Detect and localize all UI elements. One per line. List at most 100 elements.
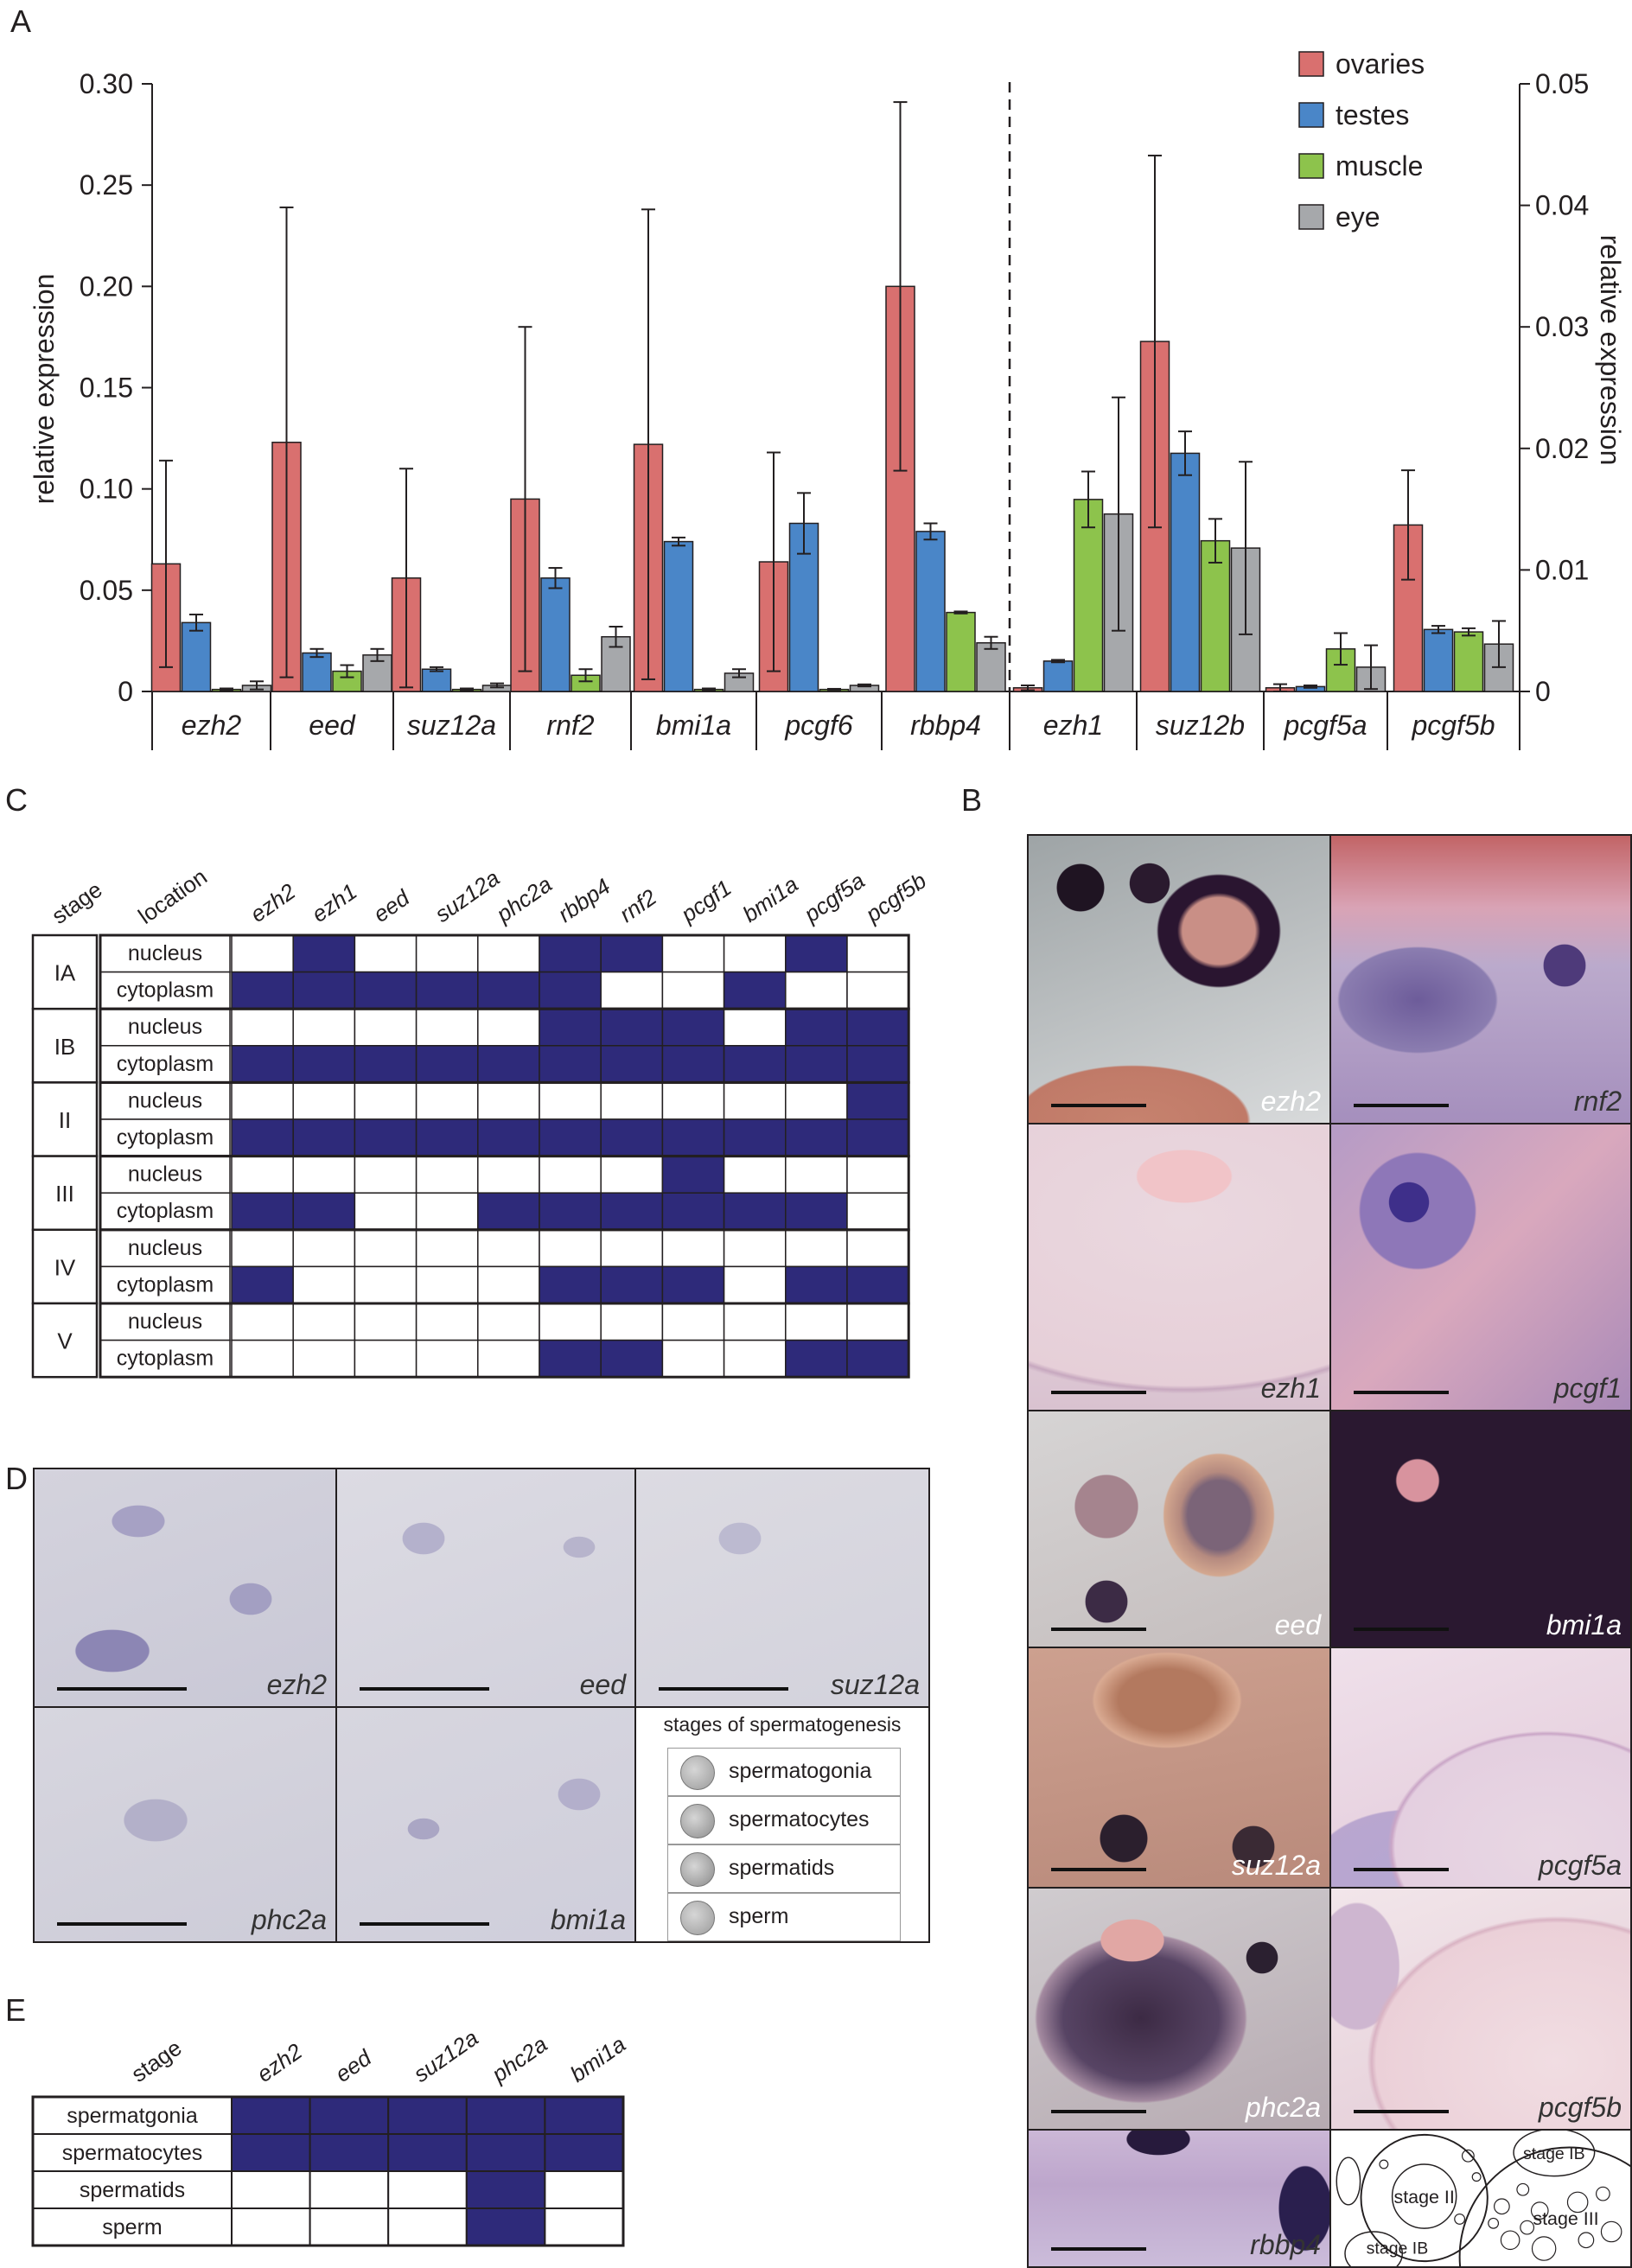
table-e-gene-ezh2: ezh2: [252, 2038, 308, 2087]
table-c-cell: [477, 971, 540, 1010]
table-c-cell: [600, 1339, 664, 1378]
table-e-cell: [231, 2207, 311, 2246]
table-c-cell: [846, 1118, 909, 1157]
y-tick-label-left: 0.05: [80, 575, 133, 606]
diagram-label-stage-ii: stage II: [1394, 2187, 1455, 2207]
table-c-gene-suz12a: suz12a: [430, 864, 504, 927]
table-c-cell: [661, 1303, 725, 1341]
legend-label-eye: eye: [1336, 201, 1380, 233]
table-e-stage-sperm: sperm: [102, 2215, 162, 2239]
table-c-location-cell: [99, 1192, 231, 1231]
y-axis-label-right: relative expression: [1595, 235, 1626, 466]
table-e-gene-eed: eed: [330, 2044, 377, 2087]
panel-d-micrographs: ezh2 eed suz12a phc2a bmi1a stages of sp…: [33, 1468, 930, 1943]
table-c-cell: [477, 1155, 540, 1194]
table-e-gene-phc2a: phc2a: [487, 2031, 552, 2088]
micrograph-d-label-eed: eed: [579, 1669, 626, 1700]
table-c-cell: [600, 1265, 664, 1304]
y-tick-label-right: 0.01: [1535, 554, 1589, 585]
table-c-location-nucleus: nucleus: [128, 1015, 202, 1039]
table-c-cell: [600, 971, 664, 1010]
table-c-location-cell: [99, 1045, 231, 1084]
table-c-cell: [477, 1118, 540, 1157]
table-e-stage-cell: [32, 2133, 233, 2172]
table-c-cell: [723, 1045, 787, 1084]
y-tick-label-left: 0.30: [80, 68, 133, 99]
bar-suz12b-muscle: [1200, 539, 1231, 692]
table-c-cell: [846, 1081, 909, 1120]
table-e-cell: [231, 2170, 311, 2209]
table-c-cell: [539, 1118, 602, 1157]
micrograph-label-pcgf1: pcgf1: [1553, 1373, 1622, 1404]
table-c-stage-group-border: [99, 1302, 910, 1379]
table-c-cell: [785, 1339, 848, 1378]
table-c-cell: [539, 1081, 602, 1120]
table-c-header-location: location: [133, 863, 212, 929]
table-c-cell: [292, 1265, 356, 1304]
table-e-cell: [309, 2133, 390, 2172]
table-c-location-cytoplasm: cytoplasm: [117, 1052, 214, 1076]
legend-row-spermatogonia: spermatogonia: [667, 1748, 901, 1796]
legend-label-testes: testes: [1336, 99, 1409, 131]
table-c-cell: [723, 1081, 787, 1120]
table-c-cell: [661, 934, 725, 973]
x-category-label-pcgf5a: pcgf5a: [1283, 710, 1367, 741]
table-c-stage-cell: [31, 1302, 99, 1379]
table-c-cell: [723, 1265, 787, 1304]
table-c-cell: [292, 1045, 356, 1084]
table-e-cell: [309, 2096, 390, 2135]
legend-title: stages of spermatogenesis: [663, 1713, 902, 1736]
diagram-label-stage-iii: stage III: [1533, 2208, 1598, 2229]
legend-cell-icon: [680, 1852, 715, 1887]
micrograph-rbbp4: rbbp4: [1027, 2129, 1331, 2268]
y-tick-label-left: 0.15: [80, 373, 133, 404]
y-tick-label-right: 0.05: [1535, 68, 1589, 99]
table-e-cell: [465, 2170, 546, 2209]
table-c-header-stage: stage: [47, 876, 106, 929]
expression-table-e: stage ezh2 eed suz12a phc2a bmi1a spermatgonia…: [31, 2024, 630, 2247]
table-c-cell: [354, 1192, 418, 1231]
table-c-cell: [354, 1339, 418, 1378]
table-c-cell: [785, 1045, 848, 1084]
bar-rbbp4-muscle: [946, 611, 976, 692]
table-c-gene-pcgf1: pcgf1: [675, 875, 736, 928]
table-c-cell: [415, 971, 479, 1010]
table-c-cell: [415, 1229, 479, 1268]
table-c-cell: [539, 934, 602, 973]
table-c-cell: [539, 1045, 602, 1084]
table-c-cell: [723, 1229, 787, 1268]
table-c-cell: [723, 934, 787, 973]
table-e-cell: [231, 2096, 311, 2135]
table-c-cell: [600, 1229, 664, 1268]
micrograph-label-pcgf5b: pcgf5b: [1538, 2092, 1622, 2123]
table-c-cell: [354, 1008, 418, 1047]
x-category-label-rbbp4: rbbp4: [910, 710, 981, 741]
table-c-cell: [846, 1045, 909, 1084]
legend-row-spermatocytes: spermatocytes: [667, 1796, 901, 1844]
table-c-cell: [231, 971, 294, 1010]
table-c-cell: [292, 1081, 356, 1120]
table-c-cell: [539, 1339, 602, 1378]
table-c-cell: [354, 1155, 418, 1194]
x-category-label-rnf2: rnf2: [546, 710, 594, 741]
table-c-gene-rbbp4: rbbp4: [553, 873, 615, 927]
micrograph-pcgf5a: pcgf5a: [1329, 1647, 1632, 1889]
table-c-cell: [846, 1339, 909, 1378]
table-c-cell: [661, 1339, 725, 1378]
table-c-stage-cell: [31, 1155, 99, 1232]
bar-rbbp4-eye: [976, 642, 1006, 692]
micrograph-label-rbbp4: rbbp4: [1250, 2229, 1321, 2260]
panel-letter-e: E: [5, 1992, 27, 2028]
y-tick-label-left: 0.10: [80, 474, 133, 505]
table-c-location-nucleus: nucleus: [128, 1309, 202, 1334]
table-e-header-stage: stage: [126, 2035, 186, 2087]
bar-pcgf5b-muscle: [1453, 631, 1484, 692]
micrograph-ezh1: ezh1: [1027, 1123, 1331, 1411]
micrograph-eed: eed: [1027, 1410, 1331, 1648]
table-c-cell: [661, 1081, 725, 1120]
expression-bar-chart: 0 0.05 0.10 0.15 0.20 0.25 0.30 0 0.01 0.02 0.03 0.…: [29, 48, 1626, 750]
y-tick-label-left: 0.20: [80, 271, 133, 302]
table-c-location-cytoplasm: cytoplasm: [117, 978, 214, 1003]
table-c-cell: [415, 1045, 479, 1084]
table-c-cell: [354, 971, 418, 1010]
